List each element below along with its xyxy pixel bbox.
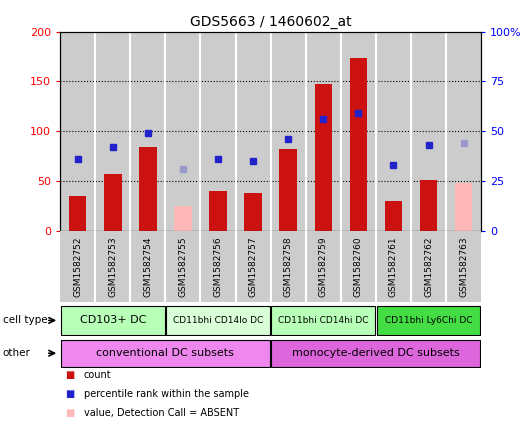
Bar [377, 306, 481, 335]
Bar [411, 231, 446, 302]
Bar [385, 201, 402, 231]
Text: cell type: cell type [3, 316, 47, 325]
Bar [271, 231, 306, 302]
Bar [200, 32, 235, 231]
Bar [306, 231, 341, 302]
Bar [411, 32, 446, 231]
Text: CD11bhi Ly6Chi DC: CD11bhi Ly6Chi DC [385, 316, 472, 325]
Bar [130, 32, 165, 231]
Text: GSM1582762: GSM1582762 [424, 236, 433, 297]
Bar [306, 32, 341, 231]
Text: count: count [84, 370, 111, 380]
Text: GSM1582754: GSM1582754 [143, 236, 152, 297]
Bar [165, 231, 200, 302]
Bar [61, 306, 165, 335]
Text: GSM1582758: GSM1582758 [283, 236, 293, 297]
Bar [61, 340, 270, 367]
Bar [166, 306, 270, 335]
Text: ■: ■ [65, 389, 75, 399]
Bar [271, 306, 375, 335]
Text: value, Detection Call = ABSENT: value, Detection Call = ABSENT [84, 408, 239, 418]
Bar [165, 32, 200, 231]
Text: GSM1582752: GSM1582752 [73, 236, 82, 297]
Text: CD103+ DC: CD103+ DC [79, 316, 146, 325]
Bar [341, 32, 376, 231]
Bar [420, 180, 437, 231]
Bar [235, 231, 271, 302]
Title: GDS5663 / 1460602_at: GDS5663 / 1460602_at [190, 15, 351, 29]
Bar [446, 32, 481, 231]
Bar [95, 32, 130, 231]
Text: ■: ■ [65, 408, 75, 418]
Text: GSM1582757: GSM1582757 [248, 236, 258, 297]
Text: monocyte-derived DC subsets: monocyte-derived DC subsets [292, 348, 460, 358]
Bar [376, 32, 411, 231]
Bar [130, 231, 165, 302]
Bar [235, 32, 271, 231]
Text: GSM1582755: GSM1582755 [178, 236, 187, 297]
Text: ■: ■ [65, 370, 75, 380]
Text: CD11bhi CD14hi DC: CD11bhi CD14hi DC [278, 316, 369, 325]
Bar [341, 231, 376, 302]
Bar [69, 196, 86, 231]
Text: percentile rank within the sample: percentile rank within the sample [84, 389, 248, 399]
Text: GSM1582753: GSM1582753 [108, 236, 117, 297]
Bar [60, 32, 95, 231]
Bar [376, 231, 411, 302]
Text: CD11bhi CD14lo DC: CD11bhi CD14lo DC [173, 316, 263, 325]
Bar [279, 149, 297, 231]
Bar [139, 147, 156, 231]
Text: GSM1582760: GSM1582760 [354, 236, 363, 297]
Text: GSM1582761: GSM1582761 [389, 236, 398, 297]
Bar [455, 183, 472, 231]
Text: conventional DC subsets: conventional DC subsets [96, 348, 234, 358]
Bar [314, 85, 332, 231]
Bar [244, 193, 262, 231]
Bar [271, 340, 481, 367]
Text: other: other [3, 348, 30, 358]
Bar [104, 174, 121, 231]
Bar [60, 231, 95, 302]
Text: GSM1582756: GSM1582756 [213, 236, 222, 297]
Bar [174, 206, 192, 231]
Text: GSM1582763: GSM1582763 [459, 236, 468, 297]
Bar [349, 58, 367, 231]
Text: GSM1582759: GSM1582759 [319, 236, 328, 297]
Bar [95, 231, 130, 302]
Bar [446, 231, 481, 302]
Bar [200, 231, 235, 302]
Bar [209, 191, 227, 231]
Bar [271, 32, 306, 231]
